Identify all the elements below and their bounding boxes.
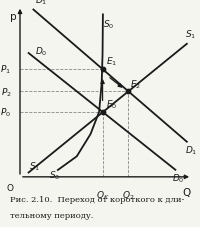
Text: $P_0$: $P_0$ bbox=[0, 106, 11, 118]
Text: $E_1$: $E_1$ bbox=[106, 56, 117, 68]
Text: $P_2$: $P_2$ bbox=[1, 86, 11, 98]
Text: p: p bbox=[10, 12, 16, 22]
Text: $D_1$: $D_1$ bbox=[185, 144, 198, 156]
Text: O: O bbox=[6, 183, 13, 192]
Text: Q: Q bbox=[183, 187, 191, 197]
Text: Рис. 2.10.  Переход от короткого к дли-: Рис. 2.10. Переход от короткого к дли- bbox=[10, 195, 184, 203]
Point bbox=[101, 111, 104, 114]
Text: $E_0$: $E_0$ bbox=[106, 98, 117, 111]
Text: $Q_2$: $Q_2$ bbox=[122, 189, 135, 201]
Text: $D_0$: $D_0$ bbox=[35, 45, 48, 58]
Text: $S_1$: $S_1$ bbox=[185, 29, 196, 41]
Text: $P_1$: $P_1$ bbox=[0, 64, 11, 76]
Text: $S_1$: $S_1$ bbox=[29, 160, 40, 172]
Text: $S_0$: $S_0$ bbox=[103, 19, 115, 31]
Text: $Q_K$: $Q_K$ bbox=[96, 189, 109, 201]
Text: тельному периоду.: тельному периоду. bbox=[10, 211, 93, 219]
Text: $D_1$: $D_1$ bbox=[35, 0, 48, 7]
Text: $S_0$: $S_0$ bbox=[49, 168, 60, 181]
Text: $D_0$: $D_0$ bbox=[172, 172, 184, 184]
Text: $E_2$: $E_2$ bbox=[130, 78, 141, 90]
Point bbox=[127, 90, 130, 94]
Point bbox=[101, 68, 104, 72]
